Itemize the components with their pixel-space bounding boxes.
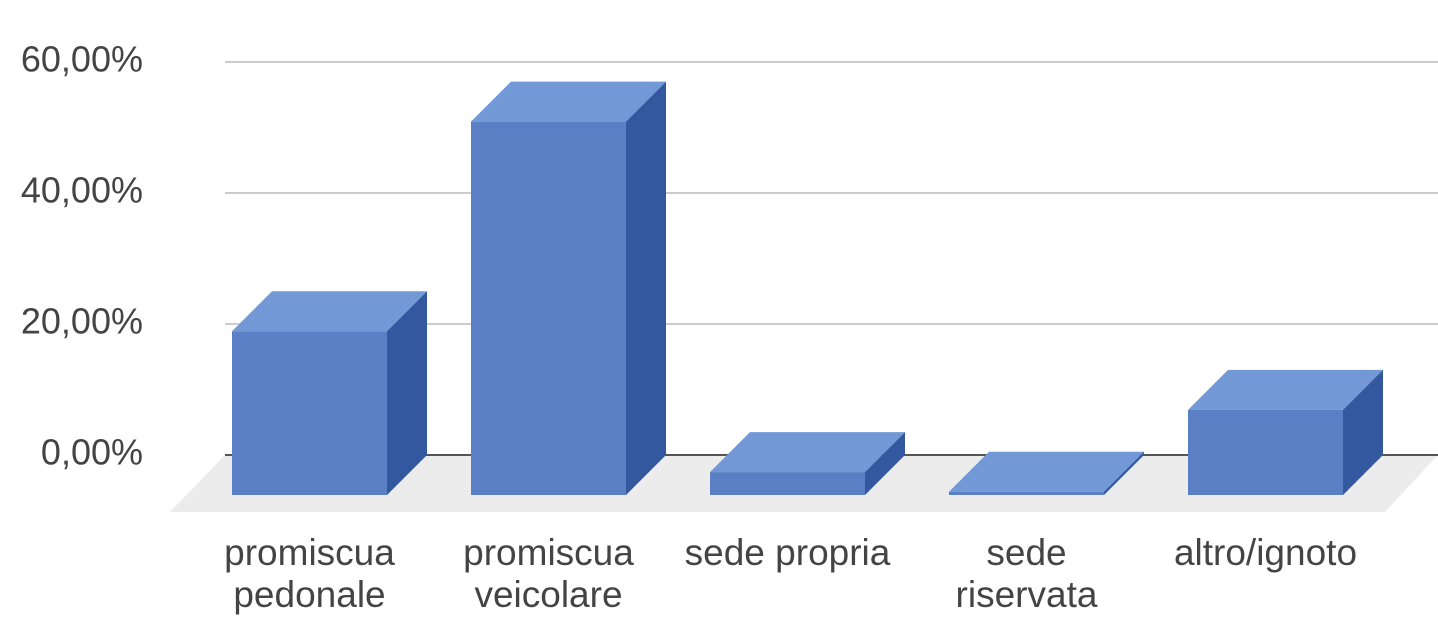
x-tick-label: sede riservata [955,532,1098,615]
y-tick-label: 0,00% [41,432,143,473]
bar [710,432,905,495]
bar-side [1104,451,1144,495]
bar [949,451,1144,495]
bar [471,81,666,496]
y-tick-label: 20,00% [21,301,143,342]
x-tick-label: promiscua veicolare [463,532,634,615]
y-tick-label: 40,00% [21,170,143,211]
bar [1188,369,1383,495]
y-tick-label: 60,00% [21,39,143,80]
bar-front [949,491,1104,495]
bar-front [471,121,626,496]
bar-front [232,331,387,495]
bar-front [1188,409,1343,495]
bar-side [387,291,427,495]
bar-front [710,472,865,495]
bar-side [1343,369,1383,495]
x-tick-label: promiscua pedonale [224,532,395,615]
bar-top [232,291,427,332]
bar [232,291,427,495]
bar-top [710,432,905,473]
bar-top [1188,369,1383,410]
bar-side [626,81,666,496]
x-tick-label: altro/ignoto [1173,532,1358,573]
bar-top [949,451,1144,492]
x-tick-label: sede propria [684,532,891,573]
bar-top [471,81,666,122]
bar-side [865,432,905,495]
